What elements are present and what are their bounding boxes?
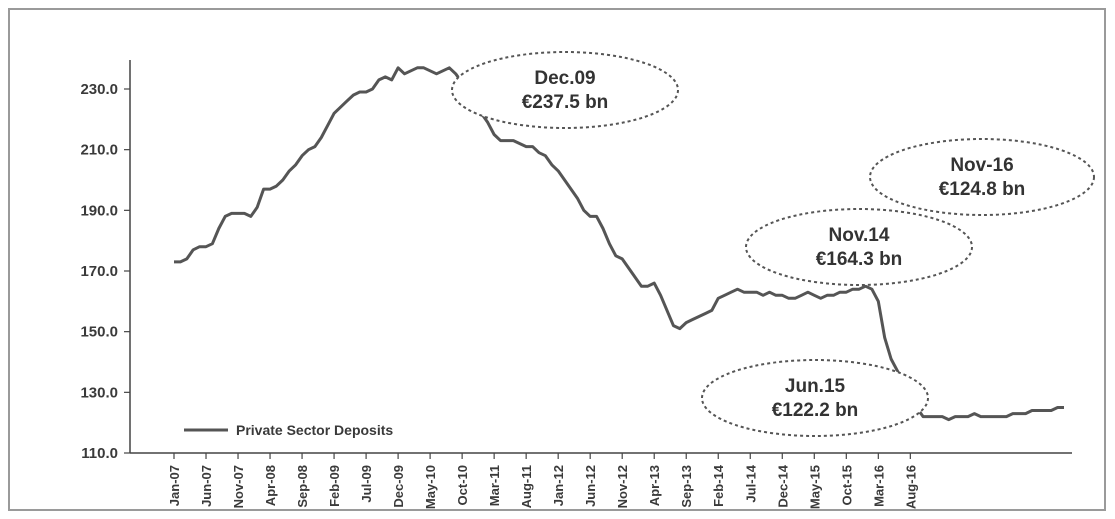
legend: Private Sector Deposits (184, 422, 393, 438)
x-tick-label: Apr-08 (263, 465, 278, 506)
x-tick-label: Jul-14 (743, 464, 758, 502)
y-tick-label: 210.0 (80, 142, 118, 159)
x-tick-label: Nov-12 (615, 465, 630, 508)
x-tick-label: Oct-10 (455, 465, 470, 505)
y-tick-label: 190.0 (80, 202, 118, 219)
y-tick-label: 170.0 (80, 263, 118, 280)
x-tick-label: Sep-13 (679, 465, 694, 508)
x-tick-label: Mar-16 (871, 465, 886, 507)
x-tick-label: Feb-14 (711, 464, 726, 507)
callout-value: €237.5 bn (522, 92, 609, 113)
x-tick-label: Jun-07 (199, 465, 214, 507)
callout: Nov.14 €164.3 bn (745, 208, 973, 286)
x-tick-label: Dec-09 (391, 465, 406, 508)
x-tick-label: Nov-07 (231, 465, 246, 508)
x-tick-label: Jan-07 (167, 465, 182, 506)
callout-value: €122.2 bn (772, 400, 859, 421)
callout-value: €124.8 bn (939, 179, 1026, 200)
x-tick-label: Aug-16 (903, 465, 918, 509)
x-tick-label: Feb-09 (327, 465, 342, 507)
callout: Jun.15 €122.2 bn (701, 359, 929, 437)
x-tick-label: May-10 (423, 465, 438, 509)
annotation-layer: Dec.09 €237.5 bn Nov-16 €124.8 bn Nov.14 €164… (451, 51, 1095, 437)
x-tick-label: Apr-13 (647, 465, 662, 506)
legend-label: Private Sector Deposits (236, 422, 393, 438)
callout-ellipse (745, 208, 973, 286)
callout-ellipse (451, 51, 679, 129)
callout-date: Nov-16 (950, 155, 1013, 176)
callout: Dec.09 €237.5 bn (451, 51, 679, 129)
x-tick-label: Sep-08 (295, 465, 310, 508)
y-tick-label: 110.0 (81, 445, 118, 462)
x-tick-label: Aug-11 (519, 465, 534, 508)
x-tick-label: Dec-14 (775, 464, 790, 507)
y-tick-label: 230.0 (80, 81, 118, 98)
callout: Nov-16 €124.8 bn (869, 138, 1095, 216)
callout-value: €164.3 bn (816, 249, 903, 270)
x-tick-label: May-15 (807, 465, 822, 509)
x-tick-label: Jun-12 (583, 465, 598, 507)
x-tick-label: Jan-12 (551, 465, 566, 506)
x-tick-label: Mar-11 (487, 465, 502, 506)
y-tick-label: 130.0 (80, 384, 118, 401)
callout-date: Dec.09 (534, 68, 595, 89)
callout-date: Nov.14 (829, 225, 890, 246)
axes-layer: 110.0 130.0 150.0 170.0 190.0 210.0 230.0 Jan-0… (80, 60, 1072, 509)
callout-date: Jun.15 (785, 376, 846, 397)
callout-ellipse (701, 359, 929, 437)
callout-ellipse (869, 138, 1095, 216)
y-tick-label: 150.0 (80, 324, 118, 341)
x-tick-label: Oct-15 (839, 465, 854, 505)
x-tick-label: Jul-09 (359, 465, 374, 503)
